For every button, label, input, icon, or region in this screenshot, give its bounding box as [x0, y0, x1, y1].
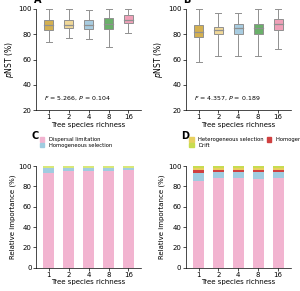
Text: D: D	[182, 131, 189, 141]
Bar	[213, 178, 224, 268]
Bar	[233, 178, 244, 268]
Bar	[213, 172, 224, 178]
Bar	[83, 166, 94, 168]
Bar	[213, 166, 224, 168]
Bar	[254, 24, 263, 34]
Bar	[273, 168, 283, 170]
Bar	[123, 166, 134, 168]
Bar	[124, 15, 133, 23]
Bar	[273, 178, 283, 268]
Bar	[63, 171, 74, 268]
Bar	[233, 166, 244, 168]
Bar	[103, 166, 114, 168]
Legend: Heterogeneous selection, Drift, Homogeneous dispersal: Heterogeneous selection, Drift, Homogene…	[188, 136, 300, 149]
Text: $F$ = 4.357, $P$ = 0.189: $F$ = 4.357, $P$ = 0.189	[194, 95, 261, 102]
Text: $F$ = 5.266, $P$ = 0.104: $F$ = 5.266, $P$ = 0.104	[44, 95, 111, 102]
Bar	[273, 170, 283, 172]
Bar	[253, 172, 264, 179]
Bar	[123, 170, 134, 268]
Bar	[213, 170, 224, 172]
Bar	[63, 166, 74, 168]
Bar	[193, 168, 204, 170]
Bar	[214, 26, 223, 34]
Bar	[273, 166, 283, 168]
Bar	[193, 170, 204, 173]
X-axis label: Tree species richness: Tree species richness	[201, 279, 275, 285]
Bar	[104, 18, 113, 29]
X-axis label: Tree species richness: Tree species richness	[201, 122, 275, 128]
Bar	[64, 20, 73, 28]
Bar	[233, 170, 244, 172]
Bar	[193, 181, 204, 268]
Legend: Dispersal limitation, Homogeneous selection: Dispersal limitation, Homogeneous select…	[39, 136, 113, 149]
Bar	[253, 179, 264, 268]
Bar	[233, 172, 244, 178]
Text: C: C	[32, 131, 39, 141]
Bar	[274, 19, 283, 30]
Bar	[83, 171, 94, 268]
Bar	[194, 25, 203, 37]
X-axis label: Tree species richness: Tree species richness	[52, 279, 126, 285]
Bar	[84, 20, 93, 29]
X-axis label: Tree species richness: Tree species richness	[52, 122, 126, 128]
Y-axis label: Relative importance (%): Relative importance (%)	[9, 175, 16, 259]
Bar	[44, 166, 54, 168]
Bar	[213, 168, 224, 170]
Bar	[273, 172, 283, 178]
Bar	[83, 168, 94, 171]
Bar	[44, 173, 54, 268]
Bar	[44, 168, 54, 173]
Bar	[233, 168, 244, 170]
Bar	[234, 24, 243, 34]
Bar	[63, 168, 74, 171]
Y-axis label: $p$NST (%): $p$NST (%)	[3, 41, 16, 78]
Bar	[193, 166, 204, 168]
Y-axis label: Relative importance (%): Relative importance (%)	[159, 175, 165, 259]
Bar	[103, 168, 114, 171]
Y-axis label: $p$NST (%): $p$NST (%)	[152, 41, 165, 78]
Bar	[253, 168, 264, 170]
Bar	[44, 20, 53, 30]
Bar	[193, 173, 204, 181]
Text: A: A	[34, 0, 41, 5]
Bar	[253, 170, 264, 172]
Bar	[253, 166, 264, 168]
Bar	[123, 168, 134, 170]
Text: B: B	[184, 0, 191, 5]
Bar	[103, 171, 114, 268]
